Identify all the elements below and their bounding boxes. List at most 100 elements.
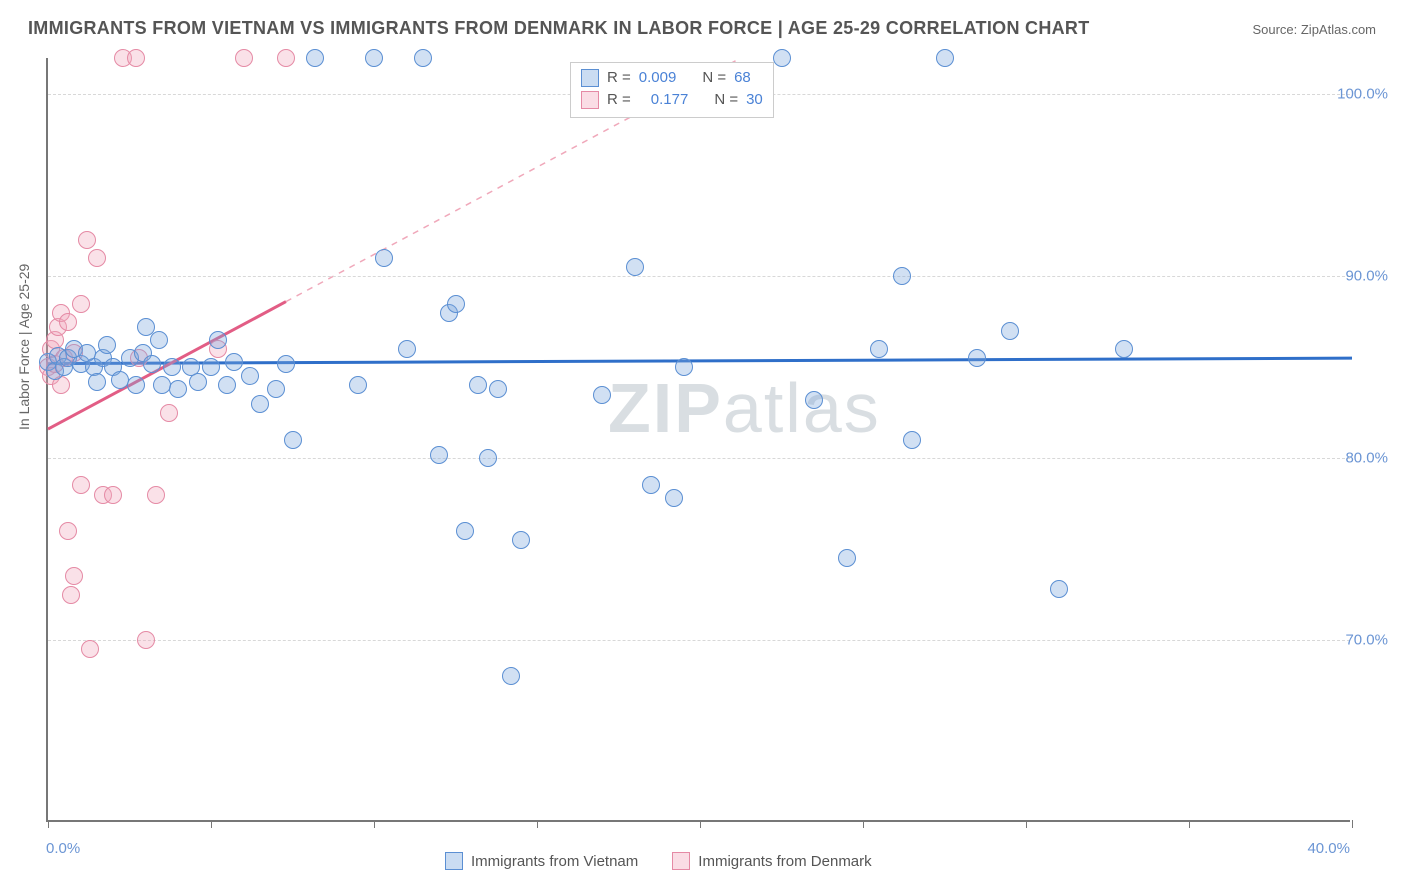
scatter-point: [150, 331, 168, 349]
scatter-point: [306, 49, 324, 67]
scatter-point: [241, 367, 259, 385]
scatter-point: [88, 373, 106, 391]
scatter-point: [1001, 322, 1019, 340]
xtick: [537, 820, 538, 828]
ytick-label: 80.0%: [1345, 450, 1388, 467]
scatter-point: [251, 395, 269, 413]
scatter-point: [414, 49, 432, 67]
scatter-point: [893, 267, 911, 285]
scatter-point: [375, 249, 393, 267]
correlation-stat-box: R = 0.009 N = 68 R = 0.177 N = 30: [570, 62, 774, 118]
scatter-point: [489, 380, 507, 398]
chart-title: IMMIGRANTS FROM VIETNAM VS IMMIGRANTS FR…: [28, 18, 1090, 39]
scatter-point: [512, 531, 530, 549]
scatter-point: [225, 353, 243, 371]
scatter-point: [398, 340, 416, 358]
scatter-point: [65, 567, 83, 585]
scatter-point: [365, 49, 383, 67]
scatter-point: [936, 49, 954, 67]
scatter-point: [626, 258, 644, 276]
scatter-point: [1115, 340, 1133, 358]
scatter-point: [62, 586, 80, 604]
scatter-point: [189, 373, 207, 391]
watermark-bold: ZIP: [608, 369, 723, 447]
ytick-label: 100.0%: [1337, 86, 1388, 103]
swatch-pink-icon: [672, 852, 690, 870]
scatter-point: [88, 249, 106, 267]
watermark: ZIPatlas: [608, 368, 881, 448]
scatter-point: [593, 386, 611, 404]
scatter-point: [277, 49, 295, 67]
scatter-point: [349, 376, 367, 394]
scatter-point: [127, 49, 145, 67]
stat-n-vietnam: 68: [734, 67, 751, 89]
xtick: [700, 820, 701, 828]
scatter-point: [111, 371, 129, 389]
scatter-point: [665, 489, 683, 507]
scatter-point: [160, 404, 178, 422]
plot-area: ZIPatlas: [46, 58, 1350, 822]
scatter-point: [675, 358, 693, 376]
scatter-point: [903, 431, 921, 449]
gridline-h: [48, 458, 1350, 459]
swatch-pink-icon: [581, 91, 599, 109]
scatter-point: [235, 49, 253, 67]
scatter-point: [218, 376, 236, 394]
scatter-point: [430, 446, 448, 464]
y-axis-label: In Labor Force | Age 25-29: [16, 264, 32, 430]
scatter-point: [59, 313, 77, 331]
scatter-point: [838, 549, 856, 567]
scatter-point: [267, 380, 285, 398]
xtick: [48, 820, 49, 828]
stat-row-denmark: R = 0.177 N = 30: [581, 89, 763, 111]
scatter-point: [805, 391, 823, 409]
ytick-label: 70.0%: [1345, 632, 1388, 649]
legend-bottom: Immigrants from Vietnam Immigrants from …: [445, 852, 872, 870]
scatter-point: [59, 522, 77, 540]
scatter-point: [163, 358, 181, 376]
stat-r-denmark: 0.177: [651, 89, 689, 111]
scatter-point: [456, 522, 474, 540]
legend-item-denmark: Immigrants from Denmark: [672, 852, 871, 870]
scatter-point: [98, 336, 116, 354]
xtick: [1026, 820, 1027, 828]
legend-item-vietnam: Immigrants from Vietnam: [445, 852, 638, 870]
scatter-point: [870, 340, 888, 358]
watermark-light: atlas: [723, 369, 881, 447]
xtick: [863, 820, 864, 828]
stat-r-label: R =: [607, 67, 631, 89]
scatter-point: [1050, 580, 1068, 598]
scatter-point: [81, 640, 99, 658]
legend-label-denmark: Immigrants from Denmark: [698, 853, 871, 870]
gridline-h: [48, 276, 1350, 277]
swatch-blue-icon: [445, 852, 463, 870]
scatter-point: [72, 295, 90, 313]
scatter-point: [469, 376, 487, 394]
scatter-point: [209, 331, 227, 349]
stat-r-vietnam: 0.009: [639, 67, 677, 89]
scatter-point: [153, 376, 171, 394]
stat-n-label: N =: [702, 67, 726, 89]
scatter-point: [284, 431, 302, 449]
scatter-point: [968, 349, 986, 367]
scatter-point: [78, 231, 96, 249]
stat-row-vietnam: R = 0.009 N = 68: [581, 67, 763, 89]
stat-n-label: N =: [714, 89, 738, 111]
scatter-point: [127, 376, 145, 394]
stat-n-denmark: 30: [746, 89, 763, 111]
scatter-point: [202, 358, 220, 376]
xtick-label: 40.0%: [1307, 840, 1350, 857]
legend-label-vietnam: Immigrants from Vietnam: [471, 853, 638, 870]
stat-r-label: R =: [607, 89, 631, 111]
scatter-point: [137, 631, 155, 649]
scatter-point: [479, 449, 497, 467]
scatter-point: [277, 355, 295, 373]
source-label: Source: ZipAtlas.com: [1252, 22, 1376, 37]
scatter-point: [447, 295, 465, 313]
scatter-point: [502, 667, 520, 685]
xtick: [1352, 820, 1353, 828]
scatter-point: [147, 486, 165, 504]
gridline-h: [48, 640, 1350, 641]
scatter-point: [72, 476, 90, 494]
scatter-point: [169, 380, 187, 398]
